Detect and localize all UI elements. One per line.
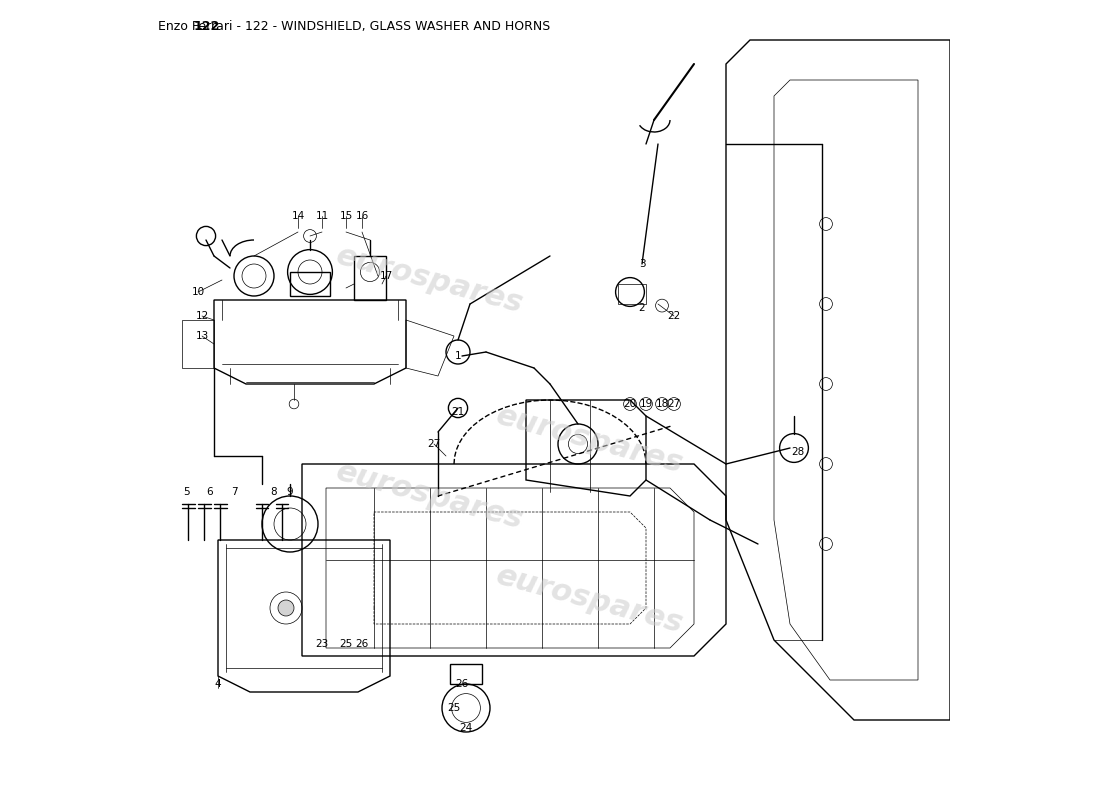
Text: 26: 26 xyxy=(355,639,368,649)
Text: eurospares: eurospares xyxy=(493,401,686,479)
Text: 9: 9 xyxy=(287,487,294,497)
Text: eurospares: eurospares xyxy=(333,241,527,319)
Text: 12: 12 xyxy=(196,311,209,321)
Text: 25: 25 xyxy=(340,639,353,649)
Text: eurospares: eurospares xyxy=(333,457,527,535)
Text: 15: 15 xyxy=(340,211,353,221)
Text: 18: 18 xyxy=(656,399,669,409)
Text: 6: 6 xyxy=(207,487,213,497)
Text: 22: 22 xyxy=(668,311,681,321)
Bar xyxy=(290,272,330,296)
Text: 19: 19 xyxy=(639,399,652,409)
Text: 14: 14 xyxy=(292,211,305,221)
Text: 24: 24 xyxy=(460,723,473,733)
Text: 122: 122 xyxy=(194,20,219,33)
Text: 8: 8 xyxy=(271,487,277,497)
Text: 10: 10 xyxy=(191,287,205,297)
Text: 23: 23 xyxy=(316,639,329,649)
Text: 25: 25 xyxy=(448,703,461,713)
Text: 7: 7 xyxy=(231,487,238,497)
Text: 11: 11 xyxy=(316,211,329,221)
Bar xyxy=(354,256,386,300)
Text: 16: 16 xyxy=(355,211,368,221)
Text: 27: 27 xyxy=(668,399,681,409)
Text: 20: 20 xyxy=(624,399,637,409)
Text: 17: 17 xyxy=(379,271,393,281)
Text: 2: 2 xyxy=(639,303,646,313)
Circle shape xyxy=(278,600,294,616)
Bar xyxy=(618,284,646,304)
Bar xyxy=(450,664,482,684)
Text: 1: 1 xyxy=(454,351,461,361)
Text: 27: 27 xyxy=(428,439,441,449)
Text: 13: 13 xyxy=(196,331,209,341)
Text: 21: 21 xyxy=(451,407,464,417)
Text: Enzo Ferrari - 122 - WINDSHIELD, GLASS WASHER AND HORNS: Enzo Ferrari - 122 - WINDSHIELD, GLASS W… xyxy=(158,20,550,33)
Text: eurospares: eurospares xyxy=(493,561,686,639)
Text: 3: 3 xyxy=(639,259,646,269)
Text: 5: 5 xyxy=(183,487,189,497)
Text: 4: 4 xyxy=(214,679,221,689)
Text: 26: 26 xyxy=(455,679,469,689)
Text: 28: 28 xyxy=(791,447,804,457)
